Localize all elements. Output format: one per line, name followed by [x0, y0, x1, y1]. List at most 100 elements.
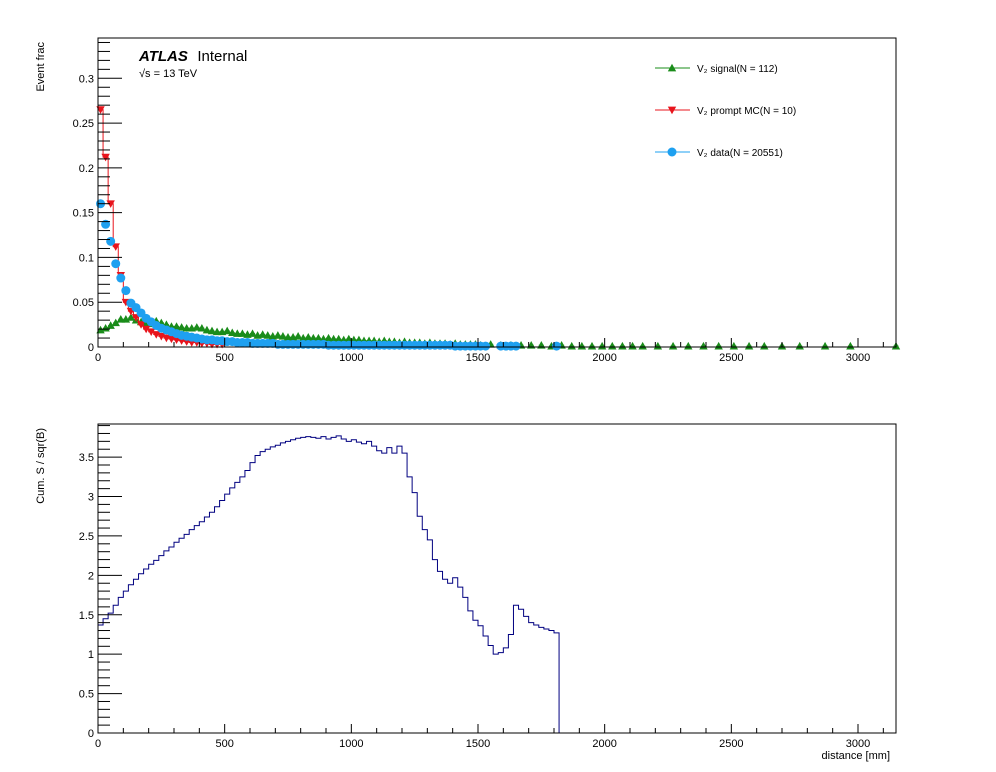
legend-marker: [667, 106, 677, 115]
legend-marker: [667, 63, 677, 72]
bottom-y-tick-label: 0: [88, 728, 94, 740]
top-y-tick-label: 0: [88, 342, 94, 354]
series-signal-point: [202, 325, 212, 334]
atlas-status-label: Internal: [197, 48, 247, 65]
top-x-tick-label: 2000: [592, 352, 616, 364]
bottom-axis-ticks: 0 500 1000 1500 2000 2500 3000 0 0.5 1 1.5 2 2.5 3 3.5: [79, 425, 884, 750]
top-y-tick-label: 0.3: [79, 73, 94, 85]
top-y-tick-label: 0.15: [73, 208, 94, 220]
series-signal-point: [638, 341, 647, 350]
series-signal-point: [577, 341, 587, 350]
series-signal-point: [238, 329, 247, 337]
series-signal-point: [106, 321, 115, 329]
series-prompt-point: [106, 200, 115, 208]
series-signal-point: [820, 341, 830, 350]
top-y-axis-title: Event frac: [35, 42, 47, 92]
top-y-tick-label: 0.1: [79, 252, 94, 264]
series-data-point: [116, 273, 126, 283]
series-data-point: [121, 286, 131, 296]
bottom-y-axis-title: Cum. S / sqr(B): [35, 428, 47, 504]
series-signal-point: [314, 333, 323, 342]
series-signal-point: [263, 331, 272, 339]
legend-entry-signal: V₂ signal(N = 112): [655, 63, 778, 75]
top-x-tick-label: 3000: [846, 352, 870, 364]
series-signal-point: [587, 341, 597, 350]
series-signal-point: [126, 313, 136, 321]
series-signal-point: [795, 341, 804, 350]
series-data-point: [111, 259, 121, 269]
series-signal-point: [628, 341, 637, 350]
series-signal-point: [293, 332, 303, 340]
bottom-x-tick-label: 500: [215, 738, 233, 750]
series-data-point: [511, 341, 521, 351]
series-signal-point: [304, 332, 313, 341]
significance-step-line: [98, 435, 565, 734]
series-signal-point: [714, 341, 723, 350]
series-prompt-point: [136, 321, 146, 329]
bottom-x-tick-label: 3000: [846, 738, 870, 750]
atlas-experiment-label: ATLAS: [138, 48, 188, 65]
top-x-tick-label: 0: [95, 352, 101, 364]
top-plot-frame: [97, 37, 897, 348]
top-axis-ticks: 0 500 1000 1500 2000 2500 3000 0 0.05 0.1 0.15 0.2 0…: [73, 41, 884, 364]
bottom-plot-frame: [97, 423, 897, 734]
bottom-x-tick-label: 0: [95, 738, 101, 750]
legend-label: V₂ data(N = 20551): [697, 148, 783, 159]
legend-entry-data: V₂ data(N = 20551): [655, 147, 783, 159]
top-y-tick-label: 0.25: [73, 118, 94, 130]
series-signal-point: [192, 323, 201, 331]
series-signal-point: [248, 329, 257, 337]
bottom-y-tick-label: 0.5: [79, 689, 94, 701]
series-signal-point: [278, 332, 288, 340]
series-signal-point: [608, 341, 617, 350]
series-signal-point: [618, 341, 627, 350]
series-data-point: [106, 236, 116, 246]
legend-entry-prompt: V₂ prompt MC(N = 10): [655, 106, 796, 117]
series-signal-point: [760, 341, 769, 350]
series-signal-point: [334, 334, 343, 343]
series-signal-point: [223, 326, 232, 335]
series-prompt-point: [101, 153, 110, 162]
bottom-y-tick-label: 1.5: [79, 610, 94, 622]
series-signal-point: [111, 318, 120, 327]
series-signal-point: [684, 341, 693, 350]
legend-label: V₂ prompt MC(N = 10): [697, 106, 796, 117]
series-signal-point: [324, 333, 333, 342]
bottom-y-tick-label: 1: [88, 649, 94, 661]
series-signal-point: [699, 341, 708, 350]
series-signal-point: [207, 326, 217, 335]
bottom-y-tick-label: 3: [88, 492, 94, 504]
series-signal-point: [597, 341, 607, 350]
top-x-tick-label: 1000: [339, 352, 363, 364]
series-signal-point: [101, 323, 110, 332]
top-y-tick-label: 0.05: [73, 297, 94, 309]
series-signal-point: [729, 341, 739, 350]
series-data: [96, 199, 562, 351]
legend-marker: [667, 147, 677, 157]
legend: V₂ signal(N = 112) V₂ prompt MC(N = 10) V₂…: [655, 63, 796, 159]
series-data-point: [481, 341, 491, 351]
top-x-tick-label: 2500: [719, 352, 743, 364]
top-x-tick-label: 500: [215, 352, 233, 364]
series-signal-point: [846, 341, 855, 350]
top-x-tick-label: 1500: [466, 352, 490, 364]
bottom-x-tick-label: 2500: [719, 738, 743, 750]
series-prompt-point: [147, 328, 156, 336]
series-signal-point: [197, 323, 207, 332]
series-prompt-point: [111, 243, 120, 251]
series-signal-point: [567, 341, 576, 350]
top-y-tick-label: 0.2: [79, 163, 94, 175]
series-signal-point: [177, 323, 186, 331]
bottom-x-tick-label: 1500: [466, 738, 490, 750]
energy-label: √s = 13 TeV: [139, 68, 198, 80]
series-signal-point: [273, 331, 283, 339]
series-signal-point: [258, 330, 267, 338]
bottom-y-tick-label: 3.5: [79, 452, 94, 464]
bottom-x-tick-label: 2000: [592, 738, 616, 750]
series-signal-point: [744, 341, 754, 350]
series-signal-point: [172, 322, 181, 330]
top-panel: 0 500 1000 1500 2000 2500 3000 0 0.05 0.1 0.15 0.2 0…: [35, 37, 901, 364]
bottom-y-tick-label: 2: [88, 570, 94, 582]
series-prompt-point: [141, 325, 151, 334]
atlas-label: ATLAS Internal: [138, 48, 247, 65]
